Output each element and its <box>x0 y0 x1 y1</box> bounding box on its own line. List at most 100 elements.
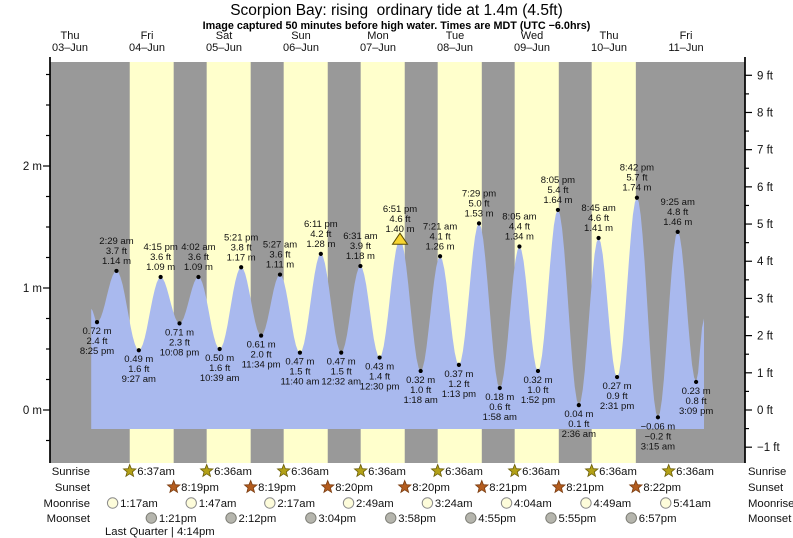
tide-extreme-dot <box>456 362 462 367</box>
tide-extreme-dot <box>576 403 581 408</box>
high-tide-annotation: 7:21 am 4.1 ft 1.26 m <box>423 221 457 252</box>
astro-time-label: 6:37am <box>137 466 175 478</box>
high-tide-annotation: 6:11 pm 4.2 ft 1.28 m <box>304 219 338 250</box>
astro-time-label: 6:36am <box>368 466 406 478</box>
astro-time-label: 6:36am <box>676 466 714 478</box>
sunrise-star-icon <box>122 463 137 478</box>
day-date-label: 05–Jun <box>206 42 242 54</box>
right-axis-label: 6 ft <box>757 182 774 194</box>
tide-extreme-dot <box>517 244 522 249</box>
astro-time-label: 4:04am <box>514 498 552 510</box>
moonset-circle-icon <box>625 512 637 524</box>
low-tide-annotation: −0.06 m −0.2 ft 3:15 am <box>641 421 676 452</box>
high-tide-annotation: 8:42 pm 5.7 ft 1.74 m <box>620 163 654 194</box>
day-weekday-label: Thu <box>600 30 619 42</box>
moonrise-circle-icon <box>660 497 672 509</box>
day-weekday-label: Wed <box>521 30 543 42</box>
astro-time-label: 6:36am <box>214 466 252 478</box>
astro-row-label-left: Moonset <box>47 513 91 525</box>
moonrise-circle-icon <box>421 497 434 509</box>
day-date-label: 07–Jun <box>360 42 396 54</box>
astro-time-label: 1:47am <box>199 498 237 510</box>
tide-extreme-dot <box>339 350 344 355</box>
day-weekday-label: Mon <box>367 30 388 42</box>
sunset-star-icon <box>551 479 567 494</box>
astro-row-label-left: Moonrise <box>44 498 90 510</box>
astro-time-label: 6:57pm <box>639 513 677 525</box>
right-axis-label: 4 ft <box>757 256 774 268</box>
day-weekday-label: Sat <box>216 30 233 42</box>
left-axis-label: 0 m <box>23 405 42 417</box>
right-axis-label: 3 ft <box>757 293 774 305</box>
right-axis-label: 8 ft <box>757 107 774 119</box>
moonrise-circle-icon <box>106 497 119 509</box>
low-tide-annotation: 0.47 m 1.5 ft 11:40 am <box>280 357 319 388</box>
high-tide-annotation: 4:15 pm 3.6 ft 1.09 m <box>143 242 177 273</box>
sunset-star-icon <box>397 479 412 494</box>
tide-extreme-dot <box>297 350 303 355</box>
high-tide-annotation: 6:31 am 3.9 ft 1.18 m <box>343 231 377 262</box>
day-date-label: 10–Jun <box>591 42 627 54</box>
right-axis-label: 2 ft <box>757 331 774 343</box>
astro-time-label: 4:55pm <box>478 513 516 525</box>
moonset-circle-icon <box>305 512 317 524</box>
high-tide-annotation: 5:21 pm 3.8 ft 1.17 m <box>224 232 258 263</box>
day-weekday-label: Sun <box>291 30 311 42</box>
tide-extreme-dot <box>358 263 363 269</box>
tide-extreme-dot <box>634 195 640 200</box>
moonset-circle-icon <box>145 512 158 524</box>
sunrise-star-icon <box>276 463 291 478</box>
astro-time-label: 3:04pm <box>318 513 356 525</box>
low-tide-annotation: 0.43 m 1.4 ft 12:30 pm <box>360 362 400 393</box>
astro-time-label: 3:24am <box>435 498 473 510</box>
low-tide-annotation: 0.37 m 1.2 ft 1:13 pm <box>442 369 476 400</box>
astro-time-label: 8:21pm <box>489 482 527 494</box>
high-tide-annotation: 8:05 am 4.4 ft 1.34 m <box>502 212 536 243</box>
tide-extreme-dot <box>694 379 699 385</box>
astro-time-label: 6:36am <box>522 466 560 478</box>
tide-extreme-dot <box>614 374 620 380</box>
high-tide-annotation: 9:25 am 4.8 ft 1.46 m <box>661 197 695 228</box>
astro-time-label: 8:21pm <box>566 482 604 494</box>
sunrise-star-icon <box>430 463 445 478</box>
astro-time-label: 4:49am <box>593 498 631 510</box>
low-tide-annotation: 0.50 m 1.6 ft 10:39 am <box>200 353 240 384</box>
low-tide-annotation: 0.27 m 0.9 ft 2:31 pm <box>600 381 634 412</box>
astro-time-label: 8:19pm <box>258 482 296 494</box>
tide-extreme-dot <box>555 207 561 213</box>
astro-time-label: 6:36am <box>599 466 637 478</box>
astro-row-label-right: Moonset <box>748 513 792 525</box>
moonset-circle-icon <box>385 512 397 524</box>
sunset-star-icon <box>320 479 335 494</box>
high-tide-annotation: 4:02 am 3.6 ft 1.09 m <box>181 242 215 273</box>
moonset-circle-icon <box>465 512 477 524</box>
sunset-star-icon <box>474 479 490 494</box>
sunset-star-icon <box>166 479 181 494</box>
low-tide-annotation: 0.32 m 1.0 ft 1:18 am <box>404 375 438 406</box>
day-date-label: 09–Jun <box>514 42 550 54</box>
tide-extreme-dot <box>239 265 244 270</box>
astro-time-label: 6:36am <box>291 466 329 478</box>
astro-row-label-right: Moonrise <box>748 498 793 510</box>
high-tide-annotation: 5:27 am 3.6 ft 1.11 m <box>263 240 297 271</box>
right-axis-label: 5 ft <box>757 219 774 231</box>
astro-time-label: 2:49am <box>356 498 394 510</box>
tide-extreme-dot <box>277 272 283 277</box>
moon-phase-note: Last Quarter | 4:14pm <box>105 526 215 538</box>
high-tide-annotation: 6:51 pm 4.6 ft 1.40 m <box>383 204 417 235</box>
astro-time-label: 8:22pm <box>643 482 681 494</box>
day-date-label: 06–Jun <box>283 42 319 54</box>
low-tide-annotation: 0.49 m 1.6 ft 9:27 am <box>122 354 156 385</box>
tide-extreme-dot <box>259 333 264 338</box>
low-tide-annotation: 0.32 m 1.0 ft 1:52 pm <box>521 375 555 406</box>
left-axis-label: 2 m <box>23 161 42 173</box>
astro-time-label: 2:17am <box>277 498 315 510</box>
tide-extreme-dot <box>437 254 443 259</box>
